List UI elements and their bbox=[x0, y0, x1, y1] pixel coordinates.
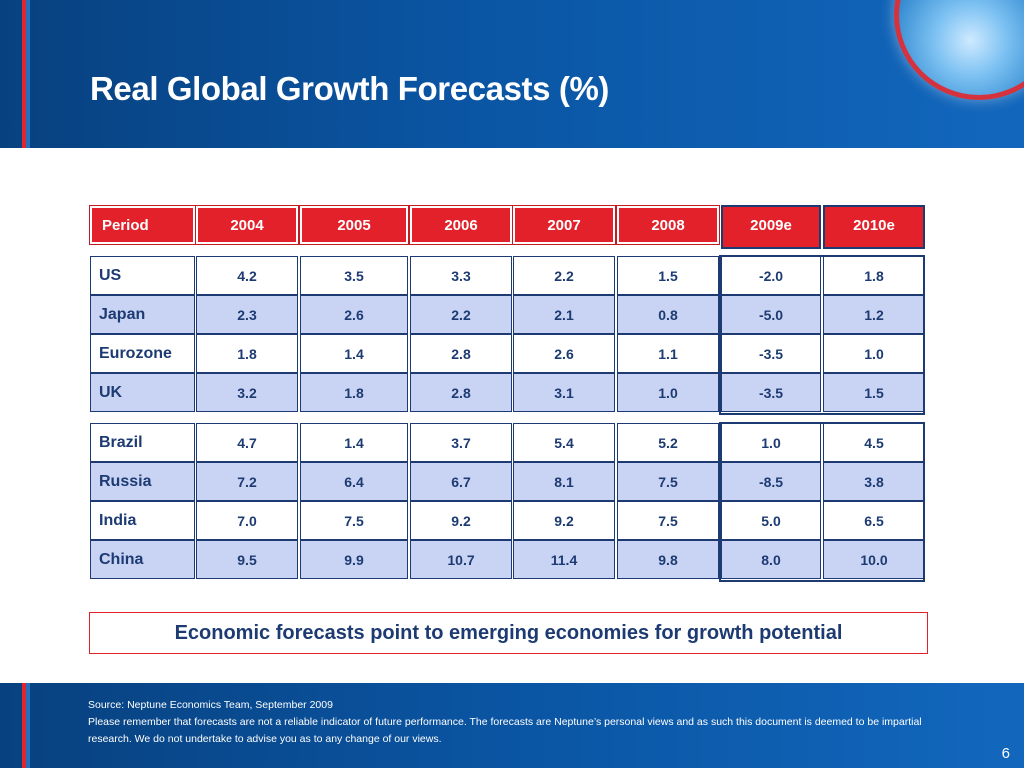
table-cell: 2.3 bbox=[196, 295, 298, 334]
table-cell: 10.7 bbox=[410, 540, 512, 579]
row-label-japan: Japan bbox=[90, 295, 195, 334]
table-cell-estimate: 1.2 bbox=[823, 295, 925, 334]
table-cell: 4.2 bbox=[196, 256, 298, 295]
table-cell: 7.5 bbox=[617, 501, 719, 540]
header-estimate-2010e: 2010e bbox=[823, 205, 925, 249]
row-label-russia: Russia bbox=[90, 462, 195, 501]
table-cell: 3.2 bbox=[196, 373, 298, 412]
table-cell: 3.3 bbox=[410, 256, 512, 295]
table-cell: 2.2 bbox=[410, 295, 512, 334]
header-estimate-2009e: 2009e bbox=[721, 205, 821, 249]
header-band: Real Global Growth Forecasts (%) bbox=[0, 0, 1024, 148]
table-cell-estimate: 8.0 bbox=[721, 540, 821, 579]
table-cell: 7.5 bbox=[617, 462, 719, 501]
source-note: Source: Neptune Economics Team, Septembe… bbox=[88, 699, 333, 711]
table-cell: 9.2 bbox=[410, 501, 512, 540]
table-cell: 1.1 bbox=[617, 334, 719, 373]
page-number: 6 bbox=[1001, 745, 1010, 762]
table-cell: 1.8 bbox=[300, 373, 408, 412]
table-cell: 6.7 bbox=[410, 462, 512, 501]
table-cell-estimate: 5.0 bbox=[721, 501, 821, 540]
table-cell: 8.1 bbox=[513, 462, 615, 501]
table-cell: 4.7 bbox=[196, 423, 298, 462]
table-cell-estimate: 6.5 bbox=[823, 501, 925, 540]
table-cell: 2.6 bbox=[300, 295, 408, 334]
key-message-callout: Economic forecasts point to emerging eco… bbox=[89, 612, 928, 654]
header-year-2005: 2005 bbox=[299, 205, 409, 245]
table-cell: 1.4 bbox=[300, 423, 408, 462]
table-cell: 7.5 bbox=[300, 501, 408, 540]
header-year-2006: 2006 bbox=[409, 205, 513, 245]
table-cell-estimate: -3.5 bbox=[721, 334, 821, 373]
table-cell: 3.7 bbox=[410, 423, 512, 462]
table-cell: 7.2 bbox=[196, 462, 298, 501]
table-cell: 2.6 bbox=[513, 334, 615, 373]
header-period: Period bbox=[89, 205, 196, 245]
header-year-2004: 2004 bbox=[195, 205, 299, 245]
table-cell: 6.4 bbox=[300, 462, 408, 501]
row-label-brazil: Brazil bbox=[90, 423, 195, 462]
row-label-india: India bbox=[90, 501, 195, 540]
header-year-2008: 2008 bbox=[616, 205, 720, 245]
table-cell: 5.2 bbox=[617, 423, 719, 462]
footer-red-stripe bbox=[22, 683, 26, 768]
footer-band: Source: Neptune Economics Team, Septembe… bbox=[0, 683, 1024, 768]
table-cell: 5.4 bbox=[513, 423, 615, 462]
table-cell-estimate: 4.5 bbox=[823, 423, 925, 462]
table-cell-estimate: 1.0 bbox=[823, 334, 925, 373]
header-red-stripe bbox=[22, 0, 26, 148]
table-cell: 2.8 bbox=[410, 373, 512, 412]
row-label-uk: UK bbox=[90, 373, 195, 412]
table-cell-estimate: -5.0 bbox=[721, 295, 821, 334]
table-cell-estimate: 3.8 bbox=[823, 462, 925, 501]
table-cell-estimate: 1.5 bbox=[823, 373, 925, 412]
table-cell: 0.8 bbox=[617, 295, 719, 334]
table-cell: 7.0 bbox=[196, 501, 298, 540]
page-title: Real Global Growth Forecasts (%) bbox=[90, 70, 609, 107]
header-blue-stripe bbox=[26, 0, 30, 148]
header-year-2007: 2007 bbox=[512, 205, 616, 245]
table-cell-estimate: -3.5 bbox=[721, 373, 821, 412]
table-cell: 11.4 bbox=[513, 540, 615, 579]
table-cell: 9.8 bbox=[617, 540, 719, 579]
table-cell: 2.8 bbox=[410, 334, 512, 373]
table-cell: 1.4 bbox=[300, 334, 408, 373]
table-cell: 9.9 bbox=[300, 540, 408, 579]
row-label-china: China bbox=[90, 540, 195, 579]
table-cell: 3.5 bbox=[300, 256, 408, 295]
table-cell: 9.5 bbox=[196, 540, 298, 579]
table-cell: 2.2 bbox=[513, 256, 615, 295]
row-label-us: US bbox=[90, 256, 195, 295]
footer-notes: Source: Neptune Economics Team, Septembe… bbox=[88, 697, 958, 748]
table-cell: 1.8 bbox=[196, 334, 298, 373]
table-cell-estimate: 10.0 bbox=[823, 540, 925, 579]
table-cell: 3.1 bbox=[513, 373, 615, 412]
row-label-eurozone: Eurozone bbox=[90, 334, 195, 373]
table-cell: 9.2 bbox=[513, 501, 615, 540]
table-cell: 1.5 bbox=[617, 256, 719, 295]
table-cell-estimate: 1.0 bbox=[721, 423, 821, 462]
table-cell-estimate: 1.8 bbox=[823, 256, 925, 295]
table-cell-estimate: -8.5 bbox=[721, 462, 821, 501]
table-cell: 2.1 bbox=[513, 295, 615, 334]
disclaimer-note: Please remember that forecasts are not a… bbox=[88, 716, 922, 745]
callout-text: Economic forecasts point to emerging eco… bbox=[174, 621, 843, 644]
footer-blue-stripe bbox=[26, 683, 30, 768]
table-cell-estimate: -2.0 bbox=[721, 256, 821, 295]
table-cell: 1.0 bbox=[617, 373, 719, 412]
